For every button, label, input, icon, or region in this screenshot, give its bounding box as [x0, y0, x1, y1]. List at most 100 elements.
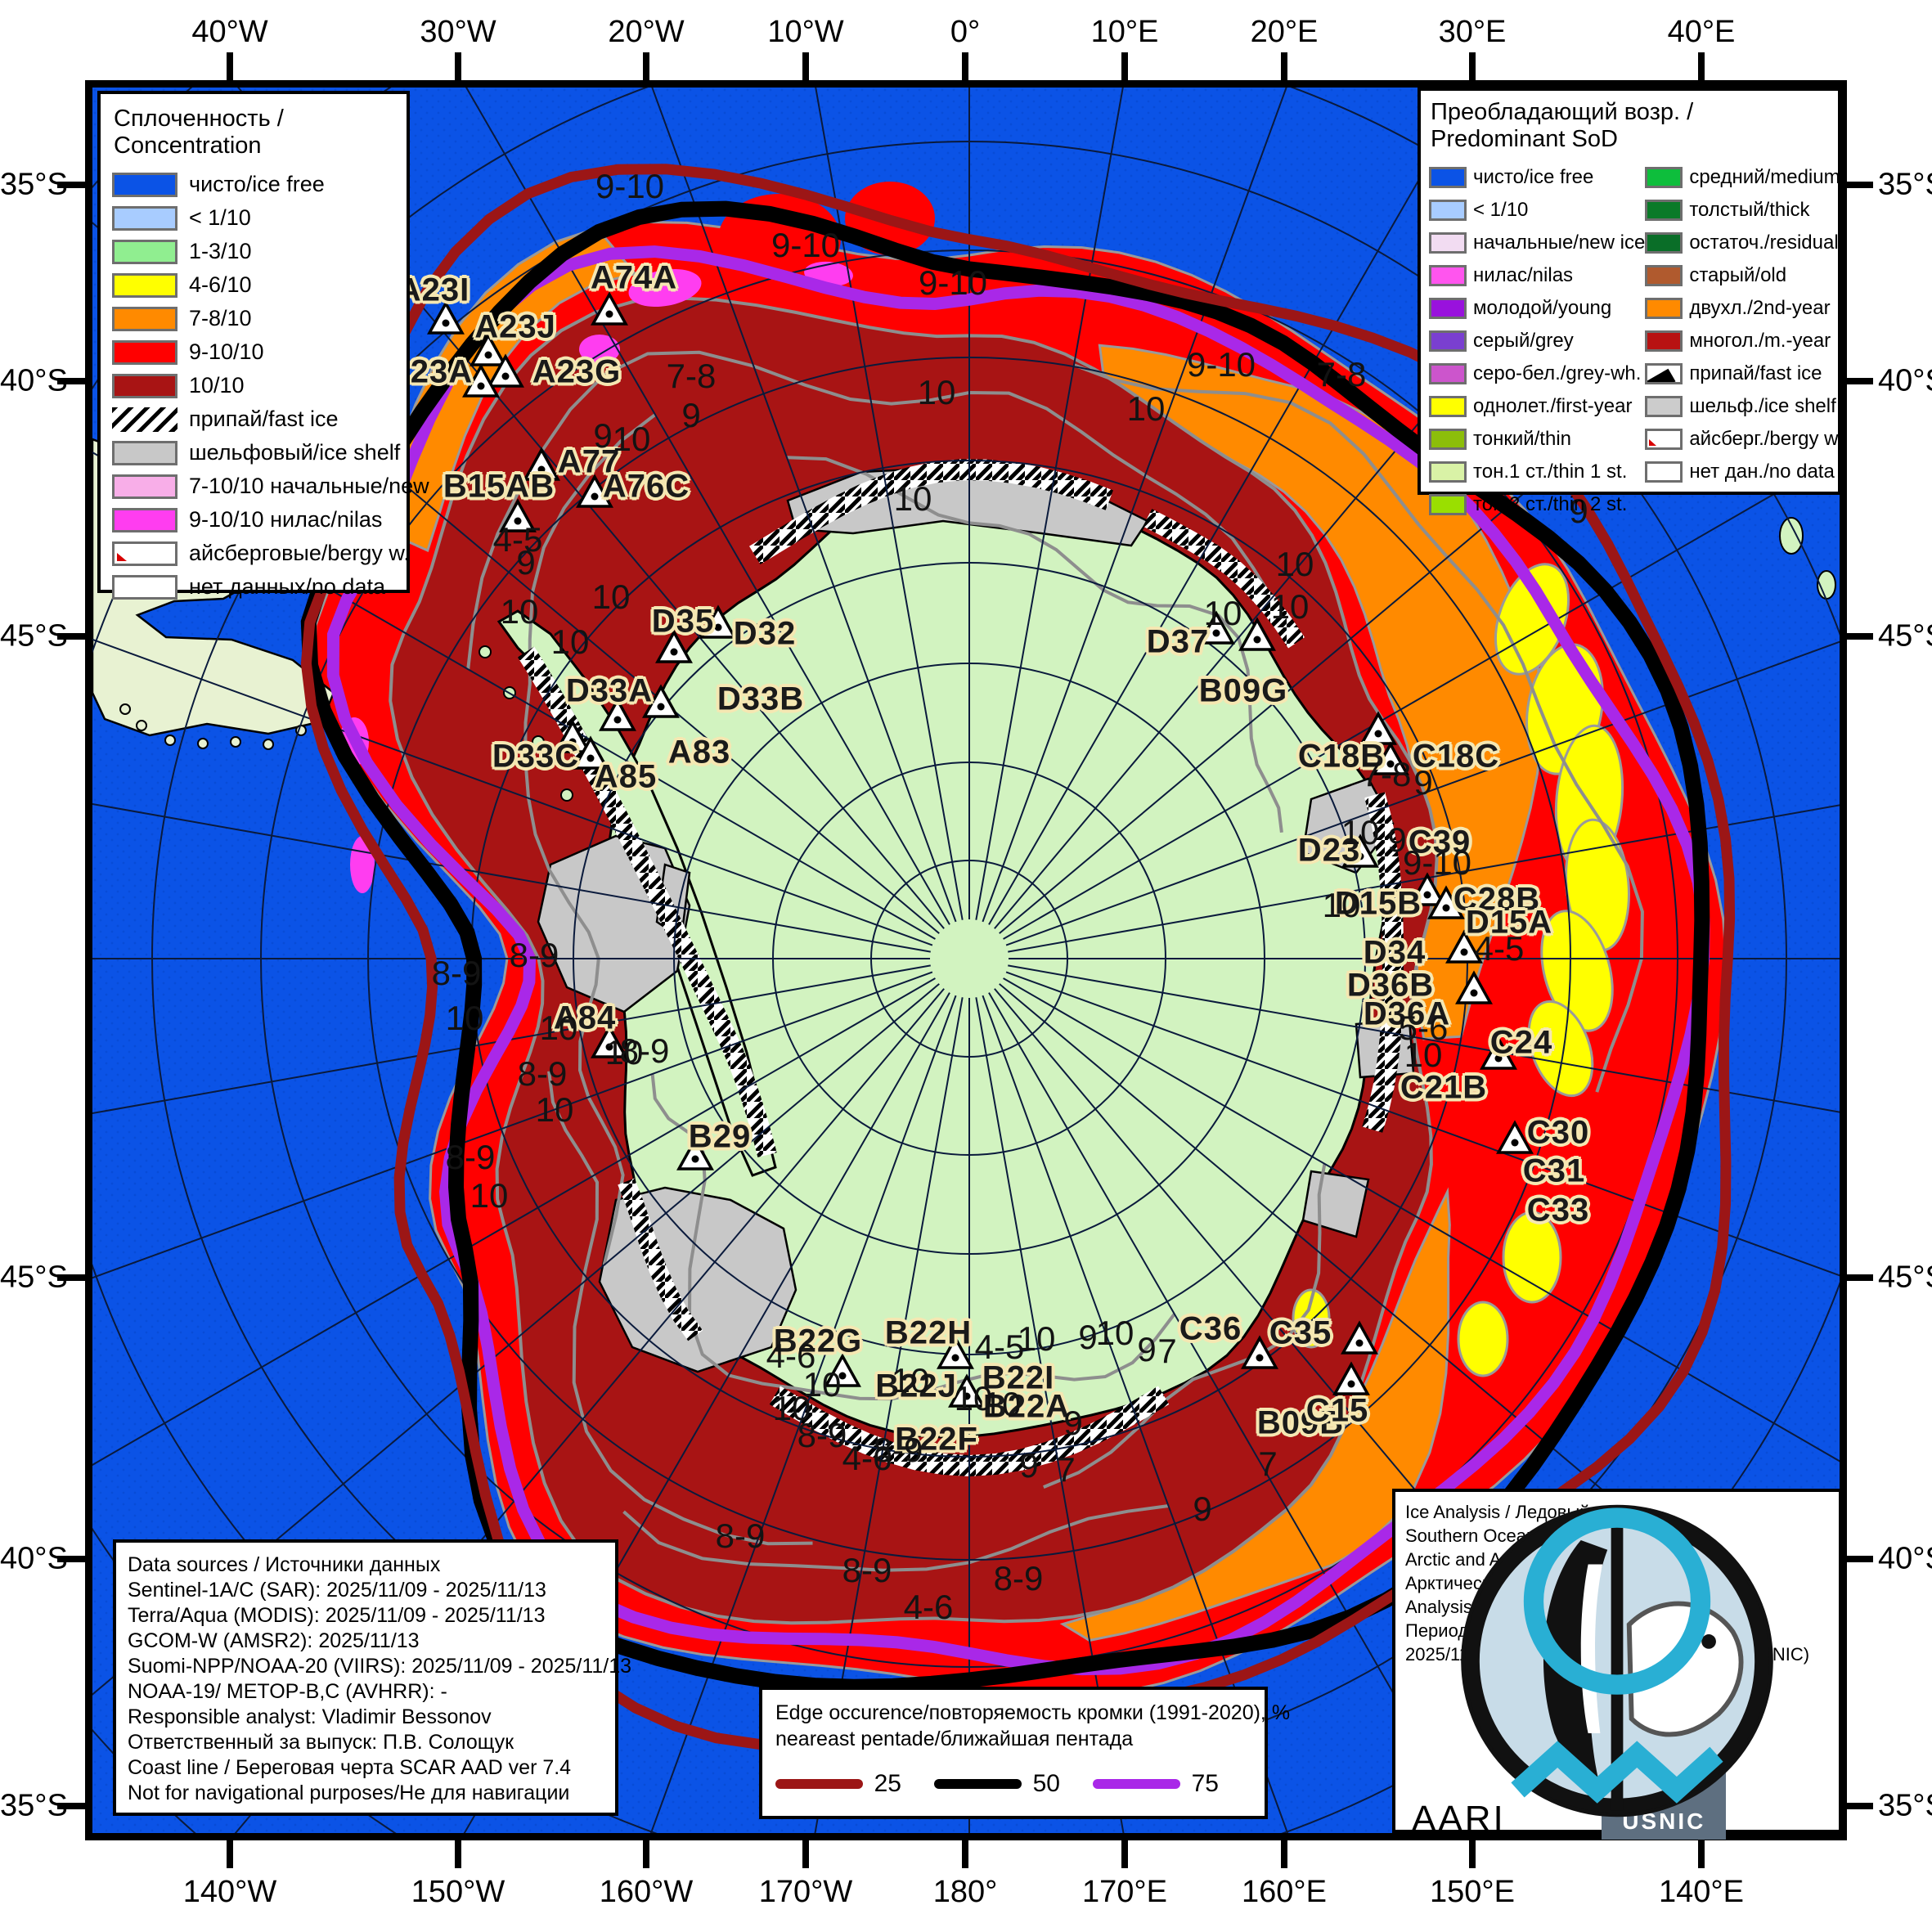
axis-label-top: 40°E	[1667, 15, 1736, 49]
usnic-logo: USNIC	[1465, 1508, 1769, 1840]
legend-row-label: айсберговые/bergy w.	[189, 541, 410, 565]
legend-sod-title: Преобладающий возр. / Predominant SoD	[1431, 99, 1694, 152]
axis-tick	[1121, 1840, 1128, 1868]
legend-row: начальные/new ice	[1429, 227, 1645, 259]
legend-sod-columns: чисто/ice free < 1/10 начальные/new ice нил…	[1429, 161, 1843, 521]
legend-swatch	[112, 205, 177, 231]
legend-swatch	[1429, 200, 1467, 221]
legend-row: 7-8/10	[112, 302, 395, 335]
legend-swatch	[1645, 200, 1683, 221]
axis-label-left: 35°S	[0, 167, 68, 202]
data-sources-lines: Data sources / Источники данных Sentinel-…	[128, 1552, 632, 1806]
axis-tick	[1469, 52, 1476, 80]
legend-row-label: < 1/10	[189, 205, 251, 230]
legend-row: 10/10	[112, 369, 395, 402]
axis-tick	[455, 52, 461, 80]
legend-row-label: айсберг./bergy w.	[1689, 428, 1843, 450]
legend-row-label: шельф./ice shelf	[1689, 395, 1836, 417]
axis-label-right: 35°S	[1878, 167, 1932, 202]
iceberg-triangle-icon	[1409, 872, 1446, 906]
axis-tick	[962, 1840, 968, 1868]
legend-row: чисто/ice free	[112, 168, 395, 201]
legend-row-label: нет данных/no data	[189, 574, 385, 599]
legend-row: 7-10/10 начальные/new	[112, 470, 429, 503]
legend-row: айсберговые/bergy w.	[112, 537, 410, 570]
legend-row: < 1/10	[1429, 194, 1645, 227]
aari-logo-text: AARI	[1412, 1799, 1506, 1839]
legend-row: 4-6/10	[112, 268, 395, 302]
legend-swatch	[112, 306, 177, 331]
iceberg-triangle-icon	[427, 300, 465, 335]
legend-swatch	[112, 272, 177, 298]
axis-tick	[643, 1840, 649, 1868]
legend-row: молодой/young	[1429, 292, 1645, 325]
legend-row: шельфовый/ice shelf	[112, 436, 400, 470]
axis-tick	[227, 1840, 233, 1868]
legend-row: нет данных/no data	[112, 570, 395, 604]
iceberg-triangle-icon	[676, 1136, 714, 1170]
iceberg-triangle-icon	[1238, 617, 1276, 651]
legend-row-label: < 1/10	[1473, 199, 1529, 221]
data-sources-box: Data sources / Источники данных Sentinel-…	[113, 1539, 632, 1816]
iceberg-triangle-icon	[699, 604, 737, 639]
legend-swatch	[1645, 461, 1683, 483]
axis-label-top: 20°W	[608, 15, 685, 49]
legend-swatch	[1645, 429, 1683, 450]
axis-label-bottom: 160°E	[1242, 1875, 1327, 1909]
legend-swatch	[112, 507, 177, 532]
legend-row: тонкий/thin	[1429, 423, 1645, 456]
axis-tick	[1698, 52, 1705, 80]
legend-concentration: Сплоченность / Concentration чисто/ice f…	[97, 91, 429, 600]
axis-label-top: 10°W	[767, 15, 844, 49]
axis-label-top: 10°E	[1090, 15, 1159, 49]
axis-tick	[1845, 378, 1873, 384]
legend-row-label: нилас/nilas	[1473, 264, 1574, 286]
edge-occurrence-line	[775, 1779, 863, 1789]
iceberg-triangle-icon	[487, 353, 524, 388]
edge-occurrence-legend: Edge occurence/повторяемость кромки (199…	[759, 1687, 1290, 1819]
legend-sod-col1: чисто/ice free < 1/10 начальные/new ice нил…	[1429, 161, 1645, 521]
axis-tick	[57, 1803, 85, 1809]
legend-row-label: чисто/ice free	[189, 172, 325, 196]
legend-row-label: двухл./2nd-year	[1689, 297, 1831, 319]
axis-tick	[57, 1274, 85, 1281]
legend-row: нилас/nilas	[1429, 259, 1645, 292]
data-source-line: Not for navigational purposes/Не для нав…	[128, 1781, 570, 1804]
axis-tick	[57, 182, 85, 188]
legend-row: средний/medium	[1645, 161, 1842, 194]
iceberg-triangle-icon	[470, 332, 507, 366]
data-source-line: Suomi-NPP/NOAA-20 (VIIRS): 2025/11/09 - …	[128, 1655, 632, 1678]
axis-label-right: 40°S	[1878, 1541, 1932, 1576]
axis-tick	[802, 1840, 809, 1868]
iceberg-triangle-icon	[642, 684, 680, 718]
legend-row-label: тон.2 ст./thin 2 st.	[1473, 493, 1628, 515]
legend-swatch	[1645, 265, 1683, 286]
axis-label-right: 35°S	[1878, 1788, 1932, 1823]
axis-label-top: 30°E	[1438, 15, 1507, 49]
legend-row: припай/fast ice	[112, 402, 395, 436]
iceberg-triangle-icon	[1445, 929, 1483, 964]
edge-occurrence-line	[934, 1779, 1022, 1789]
iceberg-triangle-icon	[523, 447, 560, 481]
axis-tick	[1845, 182, 1873, 188]
analysis-info-box: Ice Analysis / Ледовый анализ Southern Oc…	[1392, 1489, 1842, 1840]
iceberg-triangle-icon	[1197, 610, 1235, 645]
axis-tick	[1698, 1840, 1705, 1868]
legend-concentration-title: Сплоченность / Concentration	[114, 106, 284, 159]
legend-swatch	[1645, 330, 1683, 352]
legend-swatch	[112, 373, 177, 398]
iceberg-triangle-icon	[1341, 1320, 1378, 1355]
legend-sod: Преобладающий возр. / Predominant SoD чи…	[1418, 88, 1843, 515]
iceberg-triangle-icon	[948, 1373, 986, 1408]
legend-row: 1-3/10	[112, 235, 395, 268]
axis-label-left: 35°S	[0, 1788, 68, 1823]
iceberg-triangle-icon	[591, 291, 628, 326]
iceberg-triangle-icon	[1332, 1361, 1370, 1395]
legend-row: тон.1 ст./thin 1 st.	[1429, 456, 1645, 488]
axis-label-top: 20°E	[1250, 15, 1319, 49]
legend-row: припай/fast ice	[1645, 357, 1842, 390]
legend-row: серо-бел./grey-wh.	[1429, 357, 1645, 390]
legend-row: 9-10/10	[112, 335, 395, 369]
iceberg-triangle-icon	[655, 629, 693, 663]
legend-row-label: серый/grey	[1473, 330, 1574, 352]
